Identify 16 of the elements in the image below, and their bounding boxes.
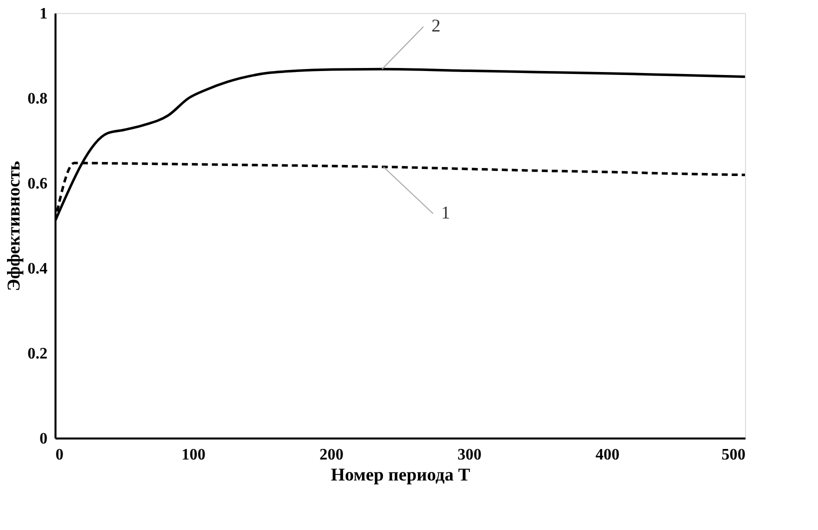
x-tick-label: 200 — [320, 446, 344, 464]
y-tick-label: 0.2 — [28, 346, 48, 362]
x-tick-label: 500 — [722, 446, 746, 464]
y-tick-label: 0.6 — [28, 176, 48, 192]
x-axis-title: Номер периода T — [330, 464, 470, 484]
y-axis-title: Эффективность — [4, 160, 24, 292]
annotation: 2 — [431, 16, 440, 36]
y-tick-label: 0.8 — [28, 90, 48, 108]
y-tick-label: 1 — [40, 6, 48, 22]
x-tick-label: 400 — [596, 446, 620, 464]
annotation: 1 — [441, 202, 450, 223]
y-tick-label: 0 — [40, 430, 48, 448]
y-tick-label: 0.4 — [28, 260, 48, 278]
x-tick-label: 100 — [182, 446, 206, 464]
x-tick-label: 0 — [56, 446, 64, 464]
x-tick-label: 300 — [458, 446, 482, 464]
